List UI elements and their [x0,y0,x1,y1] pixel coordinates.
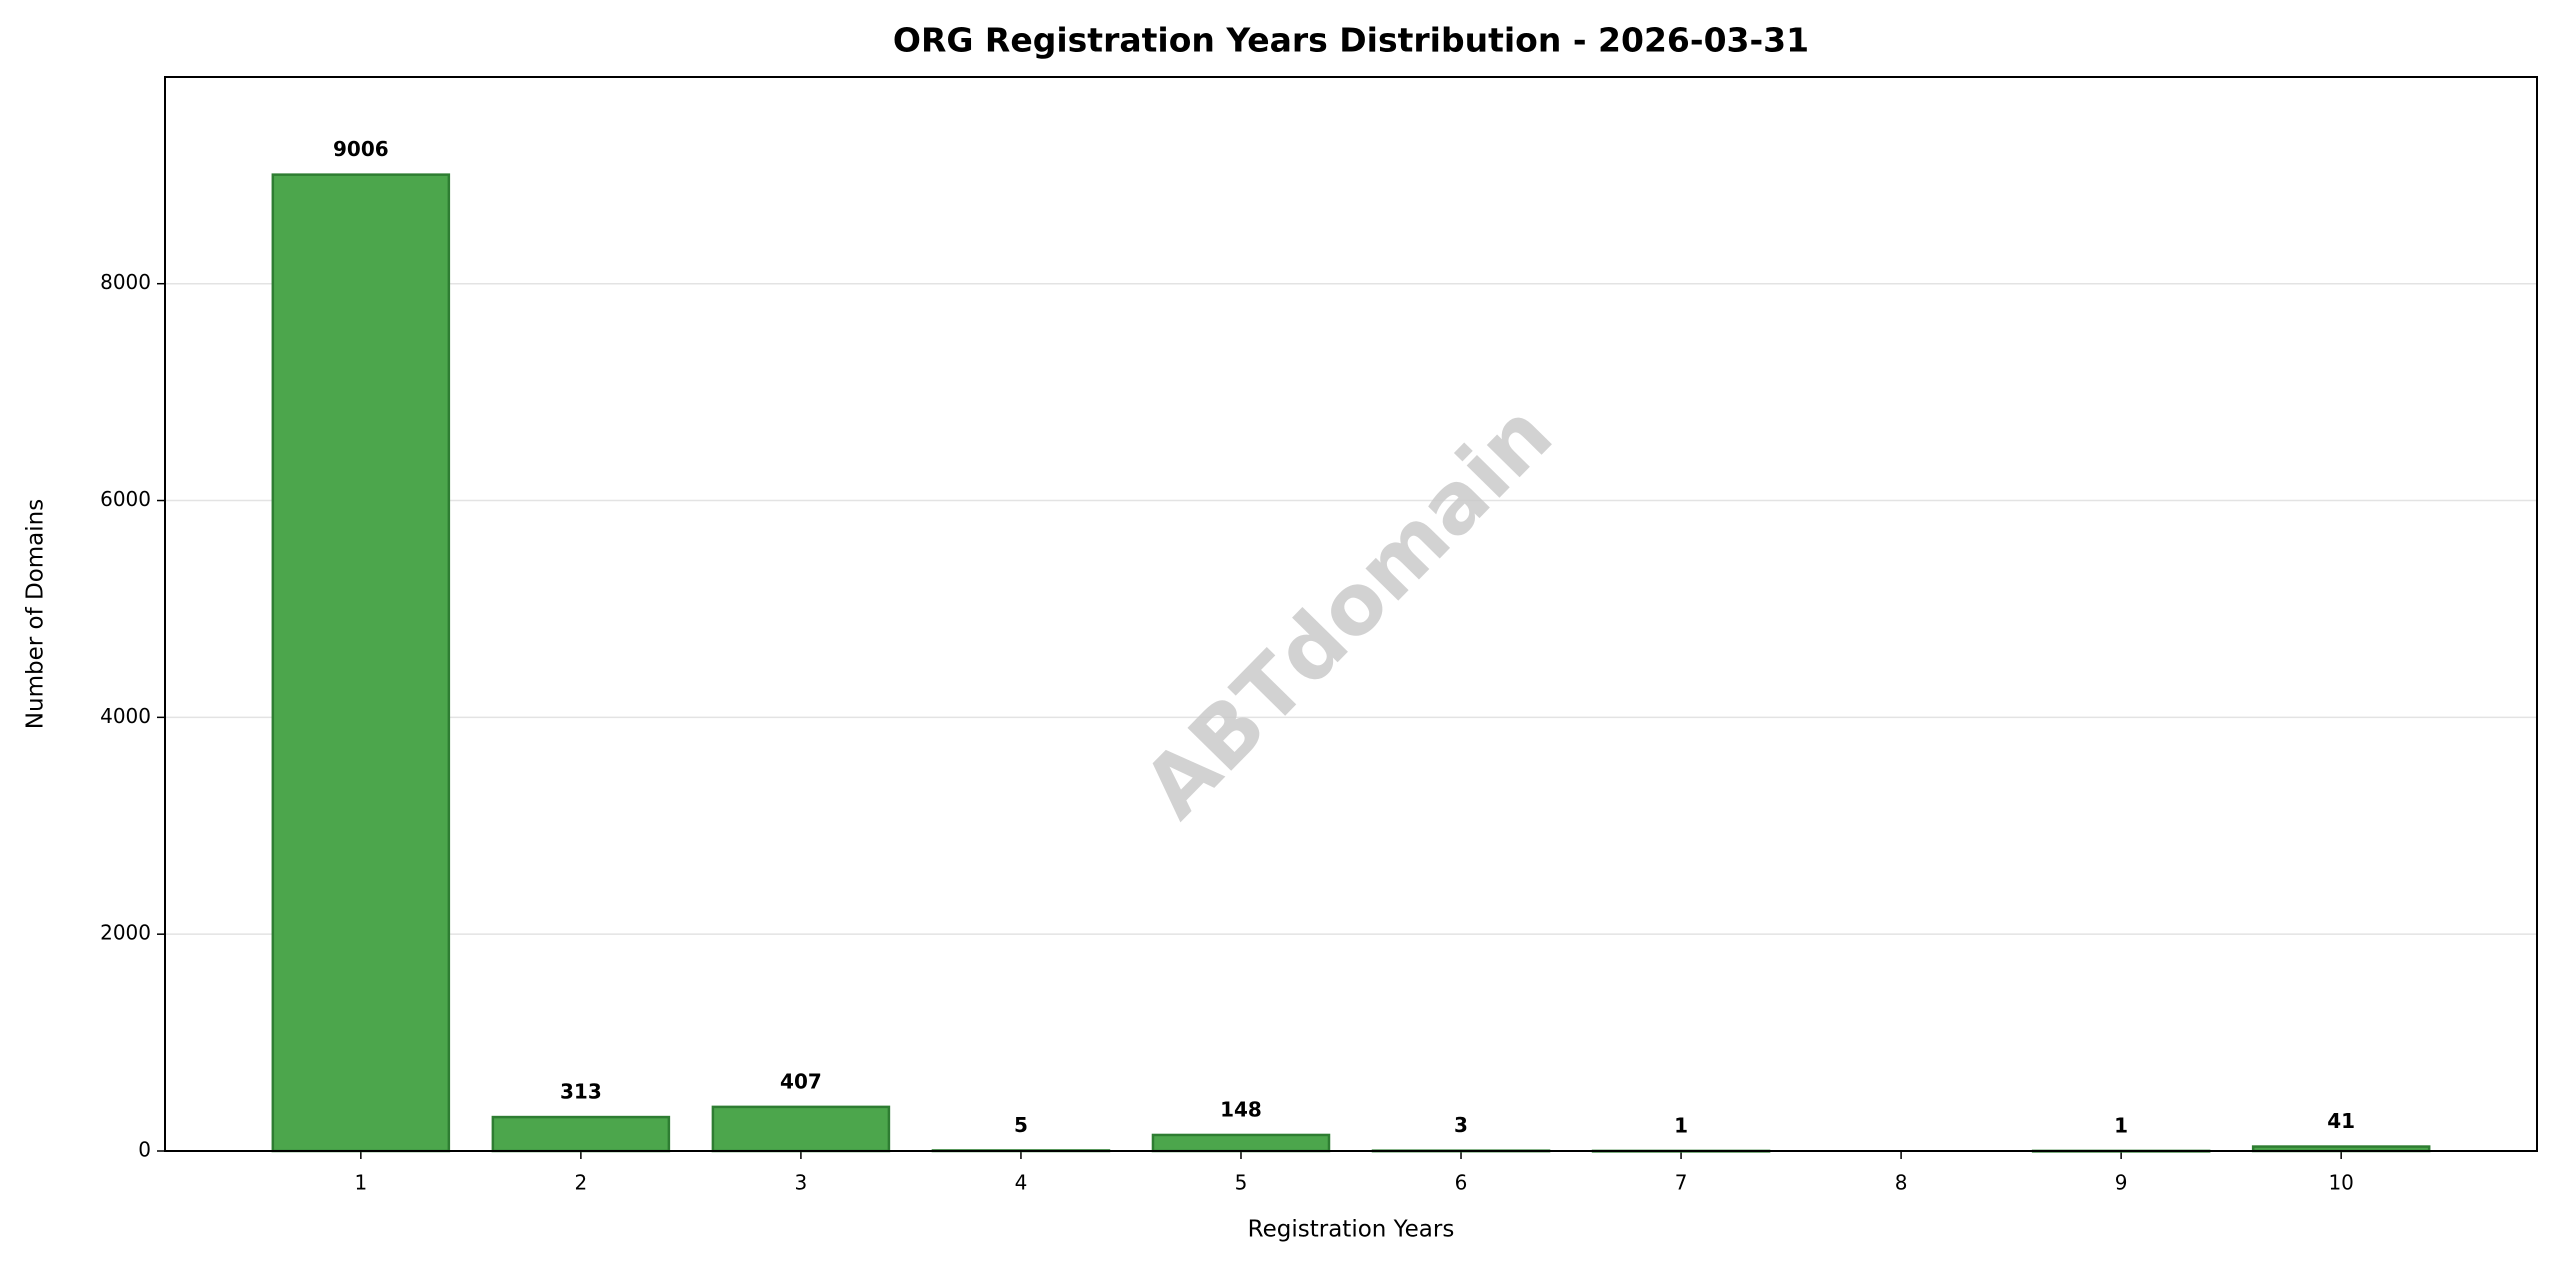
y-tick-label: 6000 [100,487,151,511]
x-tick-label: 10 [2328,1171,2353,1195]
y-axis-label: Number of Domains [23,499,49,729]
x-axis-label: Registration Years [1248,1217,1455,1243]
value-label: 41 [2327,1109,2355,1133]
bar [271,173,451,1153]
value-label: 9006 [333,137,389,161]
y-tick-label: 0 [138,1138,151,1162]
x-tick-label: 7 [1675,1171,1688,1195]
watermark: ABTdomain [1125,385,1571,837]
chart-title: ORG Registration Years Distribution - 20… [893,21,1809,60]
value-label: 148 [1220,1097,1262,1121]
value-label: 313 [560,1080,602,1104]
bar [491,1115,671,1153]
value-label: 1 [1674,1113,1688,1137]
value-label: 407 [780,1069,822,1093]
x-tick-label: 8 [1895,1171,1908,1195]
y-tick-label: 4000 [100,704,151,728]
y-tick-label: 8000 [100,270,151,294]
x-tick-label: 5 [1235,1171,1248,1195]
value-label: 3 [1454,1113,1468,1137]
value-label: 5 [1014,1113,1028,1137]
x-tick-label: 4 [1015,1171,1028,1195]
bar [1151,1133,1331,1153]
y-tick-label: 2000 [100,921,151,945]
x-tick-label: 9 [2115,1171,2128,1195]
x-tick-label: 6 [1455,1171,1468,1195]
value-label: 1 [2114,1113,2128,1137]
x-tick-label: 2 [575,1171,588,1195]
plot-frame [164,76,2538,1152]
x-tick-label: 3 [795,1171,808,1195]
bar [711,1105,891,1153]
x-tick-label: 1 [354,1171,367,1195]
